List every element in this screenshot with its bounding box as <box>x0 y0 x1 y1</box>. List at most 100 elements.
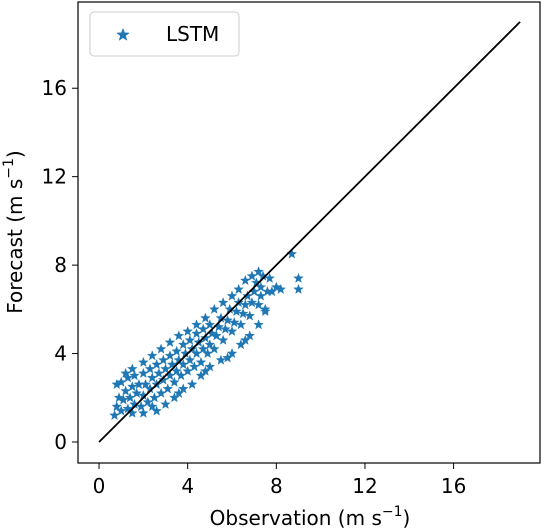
scatter-point <box>160 363 171 374</box>
scatter-point <box>239 299 251 310</box>
scatter-point <box>253 299 264 310</box>
scatter-point <box>271 281 282 292</box>
y-axis-label-exponent: −1 <box>1 158 17 179</box>
scatter-point <box>217 297 229 308</box>
scatter-point <box>228 317 240 328</box>
scatter-point <box>120 367 131 378</box>
scatter-point <box>217 334 229 345</box>
scatter-point <box>220 323 231 334</box>
scatter-point <box>124 392 136 403</box>
scatter-point <box>242 290 253 301</box>
scatter-point <box>246 270 258 281</box>
scatter-point <box>186 378 198 390</box>
scatter-point <box>189 361 200 372</box>
scatter-point <box>293 283 304 294</box>
y-axis-ticks: 0 4 8 12 16 <box>42 76 78 454</box>
y-axis-label-close: ) <box>3 150 27 158</box>
x-axis-label: Observation (m s−1) <box>210 504 411 529</box>
scatter-point <box>164 336 176 348</box>
scatter-point <box>222 352 233 363</box>
identity-line <box>98 21 521 443</box>
scatter-point <box>126 363 138 374</box>
scatter-point <box>158 354 169 365</box>
scatter-point <box>184 354 196 365</box>
scatter-point <box>140 378 151 390</box>
scatter-point <box>151 359 162 370</box>
scatter-point <box>235 319 247 330</box>
scatter-point <box>142 396 154 407</box>
scatter-point <box>149 392 160 403</box>
scatter-point <box>169 376 180 387</box>
scatter-point <box>171 345 182 356</box>
scatter-point <box>197 343 209 354</box>
y-axis-label: Forecast (m s−1) <box>1 150 27 314</box>
x-tick-label: 4 <box>181 474 194 498</box>
scatter-point <box>239 334 251 345</box>
scatter-point <box>109 409 120 420</box>
scatter-point <box>233 283 244 294</box>
scatter-point <box>200 312 211 323</box>
scatter-point <box>222 314 233 325</box>
scatter-point <box>255 290 267 301</box>
scatter-point <box>111 401 123 412</box>
x-tick-label: 8 <box>270 474 283 498</box>
y-tick-label: 4 <box>54 342 67 366</box>
y-tick-label: 16 <box>42 76 67 100</box>
scatter-point <box>226 290 238 301</box>
scatter-point <box>138 356 149 367</box>
scatter-point <box>171 365 182 376</box>
scatter-point <box>153 367 165 378</box>
scatter-point <box>160 398 171 409</box>
scatter-point <box>202 347 213 359</box>
scatter-point <box>166 359 178 370</box>
scatter-point <box>126 381 138 392</box>
scatter-point <box>144 363 156 374</box>
scatter-point <box>138 367 149 378</box>
scatter-point <box>239 275 251 286</box>
scatter-point <box>204 361 216 372</box>
scatter-point <box>253 319 264 330</box>
scatter-point <box>264 272 275 283</box>
scatter-point <box>177 359 189 370</box>
scatter-point <box>164 350 176 361</box>
scatter-point <box>118 394 129 405</box>
scatter-point <box>226 325 238 336</box>
scatter-point <box>211 330 222 341</box>
scatter-point <box>204 339 216 350</box>
scatter-point <box>215 354 227 365</box>
scatter-point <box>131 387 143 398</box>
scatter-point <box>182 365 193 376</box>
scatter-point <box>177 339 189 350</box>
scatter-point <box>138 407 149 418</box>
y-tick-label: 12 <box>42 165 67 189</box>
scatter-point <box>155 387 167 398</box>
scatter-point <box>122 403 134 414</box>
scatter-point <box>197 323 209 334</box>
x-tick-label: 12 <box>352 474 377 498</box>
scatter-point <box>113 392 125 403</box>
scatter-point <box>115 376 127 387</box>
scatter-point <box>226 347 238 359</box>
scatter-point <box>231 305 242 317</box>
x-axis-ticks: 0 4 8 12 16 <box>93 463 466 498</box>
scatter-point <box>135 401 147 412</box>
scatter-point <box>204 319 216 330</box>
legend-label: LSTM <box>166 22 219 46</box>
x-tick-label: 16 <box>441 474 466 498</box>
scatter-point <box>184 334 196 345</box>
scatter-point <box>120 385 131 396</box>
scatter-point <box>208 303 220 314</box>
scatter-point <box>173 330 185 341</box>
scatter-point <box>191 319 202 330</box>
scatter-point <box>244 310 256 321</box>
legend: LSTM <box>89 11 240 57</box>
scatter-point <box>173 387 185 398</box>
y-tick-label: 8 <box>54 253 67 277</box>
scatter-point <box>259 305 271 317</box>
scatter-point <box>200 332 211 343</box>
scatter-point <box>208 343 220 354</box>
scatter-point <box>182 325 193 336</box>
scatter-point <box>146 372 158 383</box>
scatter-point <box>244 330 256 341</box>
